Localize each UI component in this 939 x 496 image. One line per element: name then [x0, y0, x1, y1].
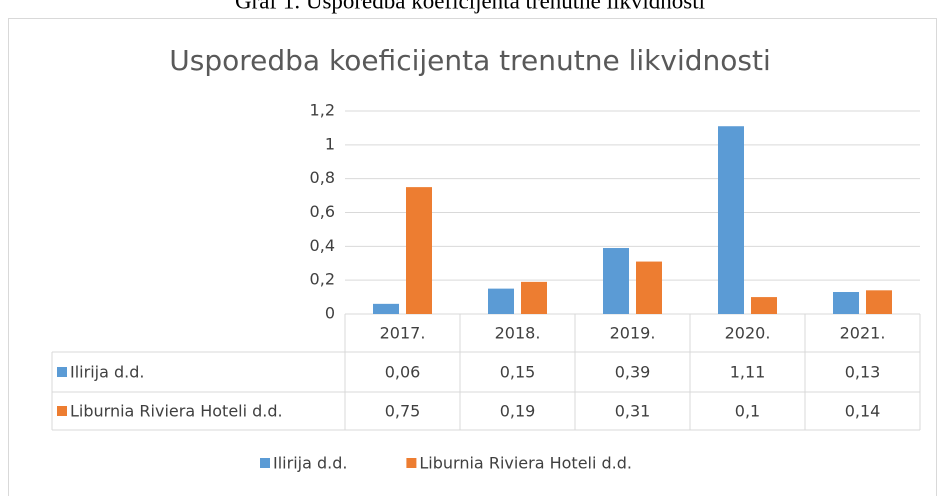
y-tick-label: 0,4 — [310, 236, 335, 255]
y-tick-label: 0 — [325, 304, 335, 323]
table-cell: 0,19 — [500, 402, 536, 421]
table-row-label: Ilirija d.d. — [70, 363, 144, 382]
x-tick-label: 2018. — [495, 324, 541, 343]
table-cell: 0,13 — [845, 363, 881, 382]
bar — [521, 281, 547, 314]
legend-label: Liburnia Riviera Hoteli d.d. — [419, 454, 632, 473]
table-cell: 0,39 — [615, 363, 651, 382]
bar — [833, 292, 859, 314]
table-cell: 0,14 — [845, 402, 881, 421]
caption: Graf 1. Usporedba koeficijenta trenutne … — [235, 0, 705, 13]
table-cell: 0,1 — [735, 402, 760, 421]
bar — [636, 261, 662, 314]
y-tick-label: 0,2 — [310, 270, 335, 289]
chart-border — [8, 18, 937, 496]
x-tick-label: 2017. — [380, 324, 426, 343]
y-tick-label: 0,6 — [310, 202, 335, 221]
legend-key — [406, 458, 417, 468]
bar — [603, 248, 629, 314]
chart-title: Usporedba koeficijenta trenutne likvidno… — [169, 44, 770, 77]
x-tick-label: 2021. — [840, 324, 886, 343]
y-tick-label: 0,8 — [310, 168, 335, 187]
table-row-label: Liburnia Riviera Hoteli d.d. — [70, 402, 283, 421]
x-tick-label: 2020. — [725, 324, 771, 343]
table-cell: 1,11 — [730, 363, 766, 382]
bar — [718, 126, 744, 314]
bar — [488, 288, 514, 314]
table-cell: 0,31 — [615, 402, 651, 421]
table-cell: 0,06 — [385, 363, 421, 382]
table-cell: 0,15 — [500, 363, 536, 382]
table-cell: 0,75 — [385, 402, 421, 421]
legend-key — [260, 458, 270, 468]
table-legend-key — [57, 367, 67, 377]
y-tick-label: 1,2 — [310, 101, 335, 120]
bar — [751, 297, 777, 314]
legend-label: Ilirija d.d. — [273, 454, 347, 473]
bar — [866, 290, 892, 314]
bar — [406, 187, 432, 314]
table-legend-key — [57, 406, 67, 416]
x-tick-label: 2019. — [610, 324, 656, 343]
y-tick-label: 1 — [325, 134, 335, 153]
bar — [373, 303, 399, 314]
